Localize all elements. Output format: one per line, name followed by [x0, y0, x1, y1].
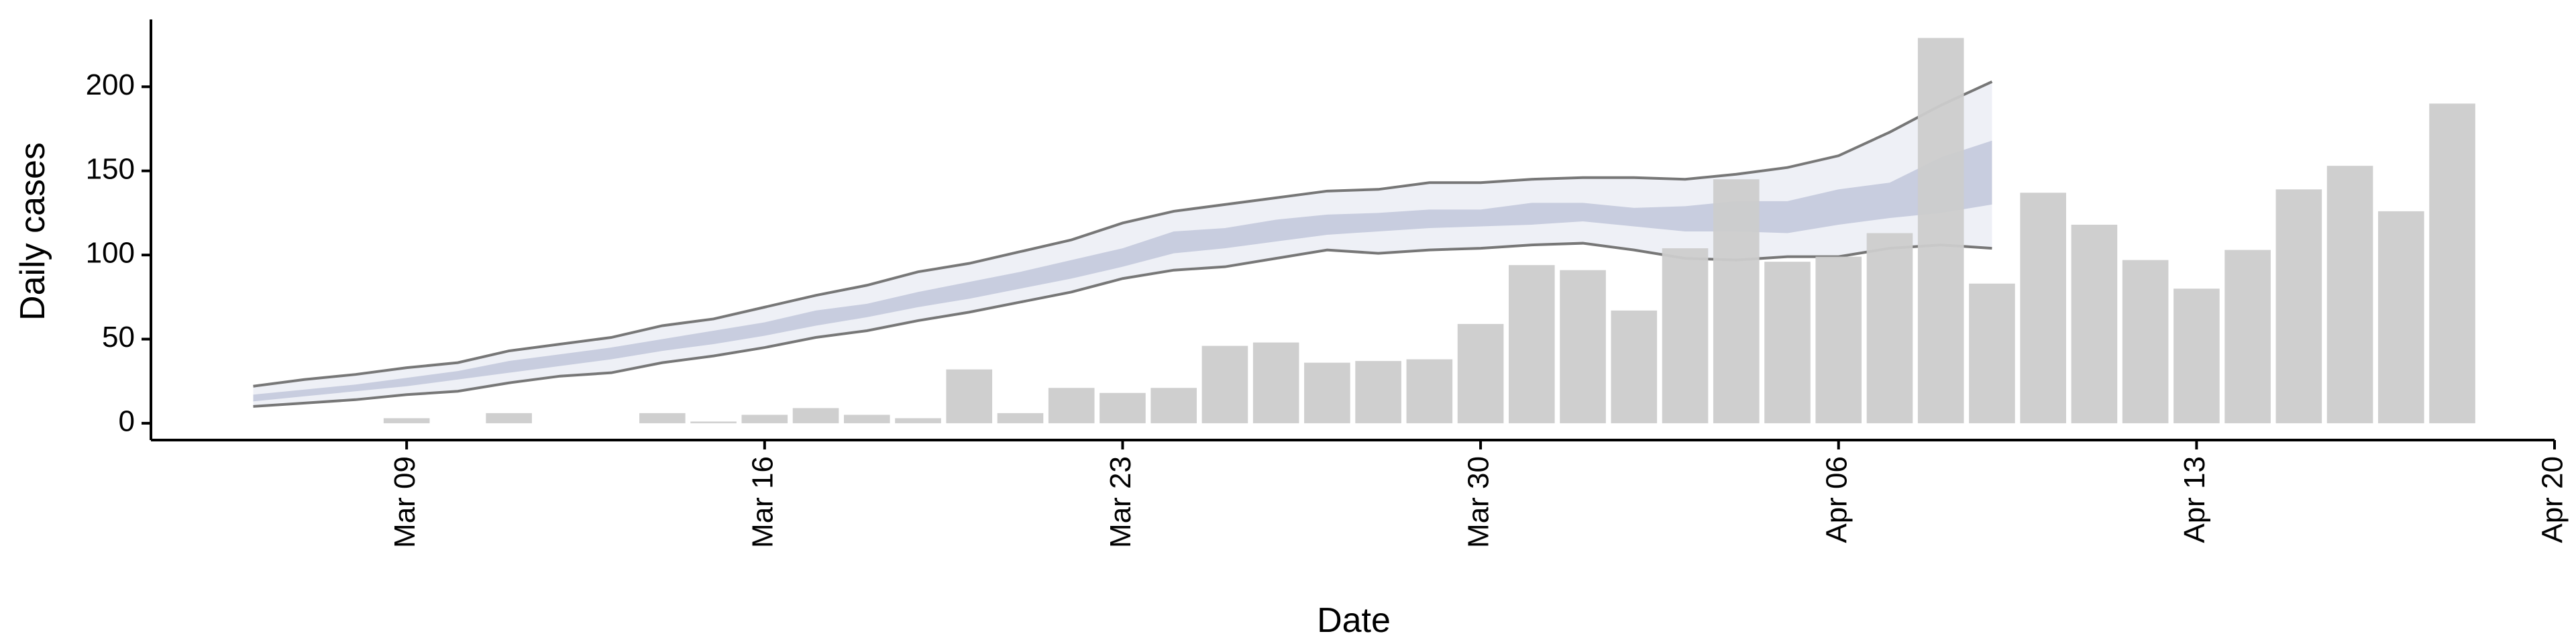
bar — [1304, 362, 1350, 423]
bar — [792, 408, 839, 423]
bar — [1355, 361, 1401, 423]
x-tick-label: Apr 13 — [2178, 456, 2211, 543]
bar — [1509, 265, 1555, 423]
y-tick-label: 100 — [86, 237, 135, 270]
bar — [2326, 166, 2373, 423]
outer-band — [253, 81, 1992, 407]
bar — [843, 415, 890, 423]
bar — [946, 369, 993, 423]
x-tick-label: Mar 09 — [388, 456, 421, 548]
inner-band — [253, 140, 1992, 402]
y-tick-label: 150 — [86, 152, 135, 185]
bar — [690, 421, 737, 423]
bar — [1662, 248, 1709, 423]
bar — [2377, 211, 2424, 423]
bar — [1406, 359, 1453, 423]
bar — [1099, 392, 1146, 423]
bar — [2174, 288, 2220, 423]
bar — [1611, 310, 1658, 423]
bar — [895, 418, 941, 423]
bar — [1815, 256, 1862, 423]
bar — [1457, 323, 1504, 423]
bar — [1764, 262, 1811, 423]
y-tick-label: 0 — [119, 405, 135, 438]
y-tick-label: 50 — [102, 321, 135, 354]
band-line — [253, 80, 1993, 388]
x-tick-label: Mar 30 — [1462, 456, 1495, 548]
x-tick-label: Apr 06 — [1820, 456, 1853, 543]
x-tick-label: Apr 20 — [2536, 456, 2569, 543]
y-axis-title: Daily cases — [13, 142, 52, 321]
bar — [1048, 388, 1095, 423]
bar — [1866, 233, 1913, 423]
bar — [2224, 250, 2271, 423]
y-tick-label: 200 — [86, 68, 135, 101]
bar — [486, 413, 532, 423]
bar — [383, 418, 430, 423]
bar — [2020, 193, 2066, 423]
bar — [2071, 224, 2118, 423]
bar — [1252, 342, 1299, 423]
x-tick-label: Mar 23 — [1104, 456, 1137, 548]
bar — [1969, 283, 2015, 423]
bar — [1917, 38, 1964, 423]
bar — [741, 415, 788, 423]
x-axis-title: Date — [1317, 601, 1391, 640]
bar — [1560, 270, 1606, 423]
bar — [2429, 103, 2475, 423]
bar — [2122, 260, 2169, 423]
x-tick-label: Mar 16 — [746, 456, 779, 548]
bar — [1713, 179, 1760, 423]
bar — [2275, 189, 2322, 423]
bar — [639, 413, 686, 423]
bar — [997, 413, 1044, 423]
bar — [1201, 345, 1248, 423]
bar — [1150, 388, 1197, 423]
